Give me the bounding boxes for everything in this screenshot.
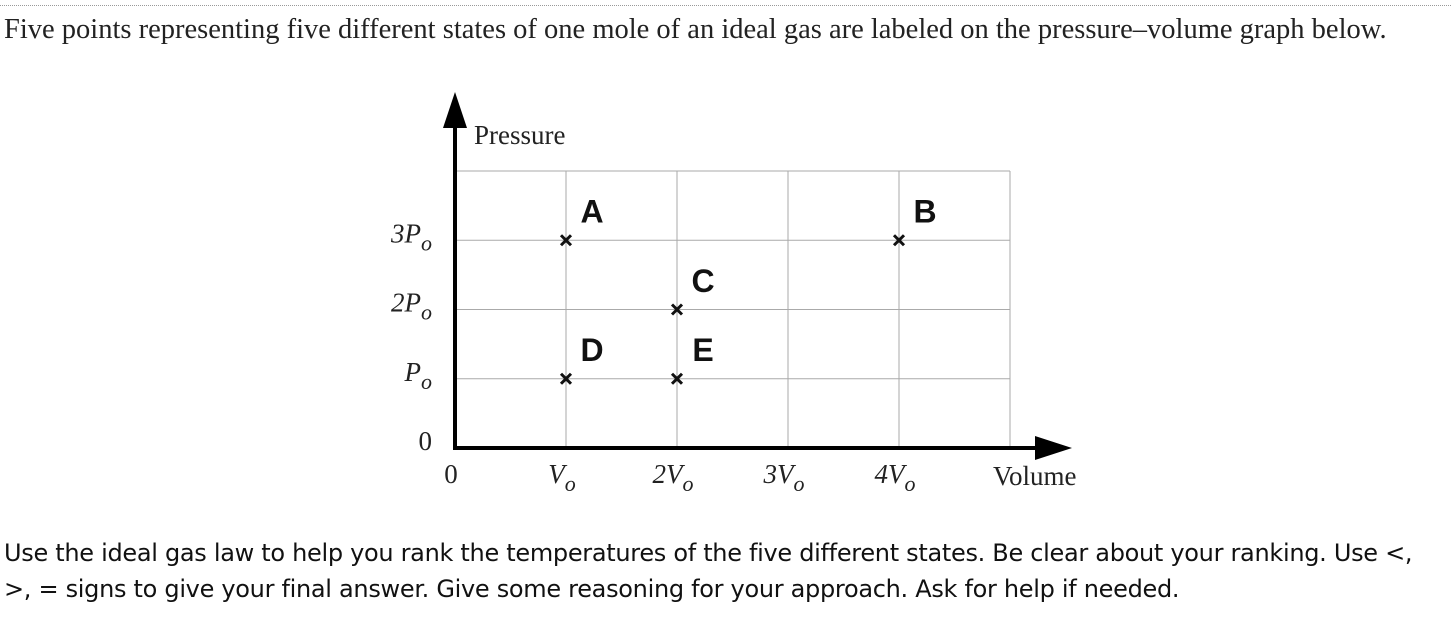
x-axis-arrow (1035, 436, 1072, 460)
point-label: D (580, 332, 603, 368)
data-point (559, 372, 573, 385)
intro-text: Five points representing five different … (4, 14, 1387, 45)
y-axis-arrow (443, 92, 467, 128)
question-text: Use the ideal gas law to help you rank t… (4, 539, 1413, 603)
x-tick-label: 4Vo (875, 459, 916, 496)
point-label: A (580, 194, 603, 230)
data-point (559, 234, 573, 247)
x-tick-label: 3Vo (763, 459, 805, 496)
point-label: E (692, 332, 713, 368)
y-tick-label: Po (404, 357, 433, 394)
data-point (892, 234, 906, 247)
y-tick-label: 0 (419, 426, 433, 456)
data-point (670, 372, 684, 385)
x-tick-label: 2Vo (653, 459, 694, 496)
y-tick-label: 2Po (391, 288, 432, 325)
y-axis-title: Pressure (474, 120, 565, 150)
x-tick-label: 0 (444, 459, 458, 489)
point-label: B (913, 194, 936, 230)
x-tick-label: Vo (548, 459, 576, 496)
top-rule (0, 5, 1451, 6)
y-tick-label: 3Po (390, 218, 432, 255)
x-axis-title: Volume (993, 461, 1077, 491)
point-label: C (691, 263, 714, 299)
data-point (670, 303, 684, 316)
